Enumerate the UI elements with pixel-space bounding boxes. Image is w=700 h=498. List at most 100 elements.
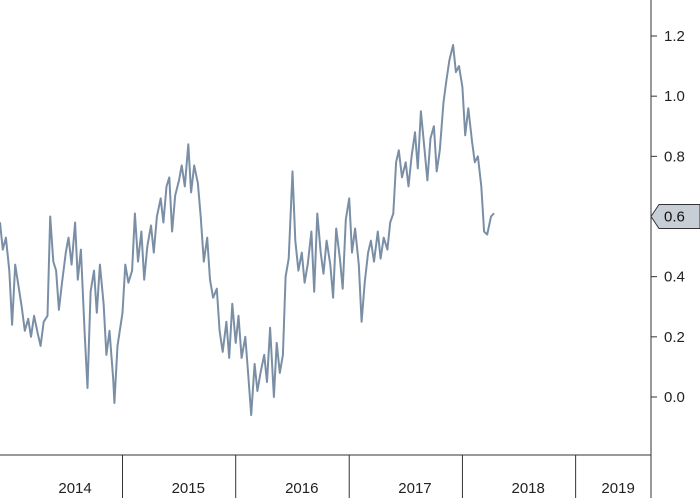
data-point [244,336,246,338]
data-point [411,155,413,157]
x-tick-label: 2015 [172,480,205,497]
data-point [354,227,356,230]
data-point [288,258,290,260]
data-point [254,363,256,365]
data-point [326,240,328,242]
data-point [55,270,57,272]
data-point [52,261,54,263]
data-point [269,327,271,329]
data-point [407,185,410,187]
data-point [219,330,221,332]
data-point [474,161,476,163]
data-point [307,264,309,266]
y-tick-label: 0.0 [664,389,685,406]
data-point [5,237,7,239]
y-tick-label: 0.8 [664,148,685,165]
data-point [259,372,262,374]
data-point [203,261,205,263]
data-point [263,354,265,356]
data-point [137,261,139,263]
data-point [71,264,73,266]
data-point [389,221,391,224]
data-point [33,315,35,317]
data-point [420,110,422,112]
data-point [348,197,350,199]
current-value-tag [650,204,700,229]
data-point [30,336,32,338]
data-point [14,264,16,266]
data-point [121,312,124,314]
data-point [273,396,275,398]
data-point [297,270,299,272]
data-point [358,264,360,266]
data-point [386,249,388,251]
data-point [383,237,385,239]
series-layer [0,44,495,417]
data-point [86,387,89,389]
data-point [103,303,105,305]
data-point [448,59,450,61]
data-point [490,215,492,218]
data-point [74,221,76,224]
data-point [480,185,482,187]
data-point [429,137,432,139]
data-point [266,381,268,383]
data-point [24,330,26,332]
data-point [61,282,63,284]
data-point [112,378,114,380]
data-point [67,237,70,239]
data-point [99,264,101,266]
data-point [187,143,189,145]
data-point [442,101,445,103]
data-point [49,215,51,218]
data-point [90,291,92,293]
x-tick-label: 2018 [511,480,544,497]
data-point [322,273,325,275]
data-point [18,288,20,290]
data-point [113,402,115,404]
data-point [0,221,1,224]
y-tick-label: 0.4 [664,269,685,286]
current-value-label: 0.6 [664,209,685,226]
data-point [329,264,331,266]
data-point [471,140,473,142]
data-point [316,212,318,215]
data-point [209,279,211,281]
data-point [256,390,258,392]
data-point [241,357,243,359]
data-point [127,282,129,284]
data-point [228,357,230,359]
data-point [178,179,180,181]
data-point [335,227,337,230]
data-point [193,164,195,166]
data-point [373,261,375,263]
data-point [150,224,152,227]
data-point [285,276,287,278]
current-value-marker: 0.6 [650,204,700,229]
data-point [160,197,162,199]
data-point [168,176,170,178]
data-point [124,264,126,266]
y-tick-label: 1.0 [664,88,685,105]
data-point [181,164,183,166]
data-point [96,312,98,314]
data-point [342,288,344,290]
data-point [237,315,240,317]
data-point [190,191,192,193]
data-point [493,212,495,215]
data-point [417,167,419,169]
data-point [197,182,199,184]
data-point [345,218,347,221]
data-point [231,303,233,305]
data-point [458,65,460,67]
y-tick-label: 0.2 [664,329,685,346]
data-point [46,315,49,317]
data-point [21,306,23,308]
data-point [43,321,45,323]
data-point [351,252,353,254]
data-point [116,345,119,347]
data-point [200,215,202,218]
data-point [225,321,227,323]
data-point [320,252,322,254]
